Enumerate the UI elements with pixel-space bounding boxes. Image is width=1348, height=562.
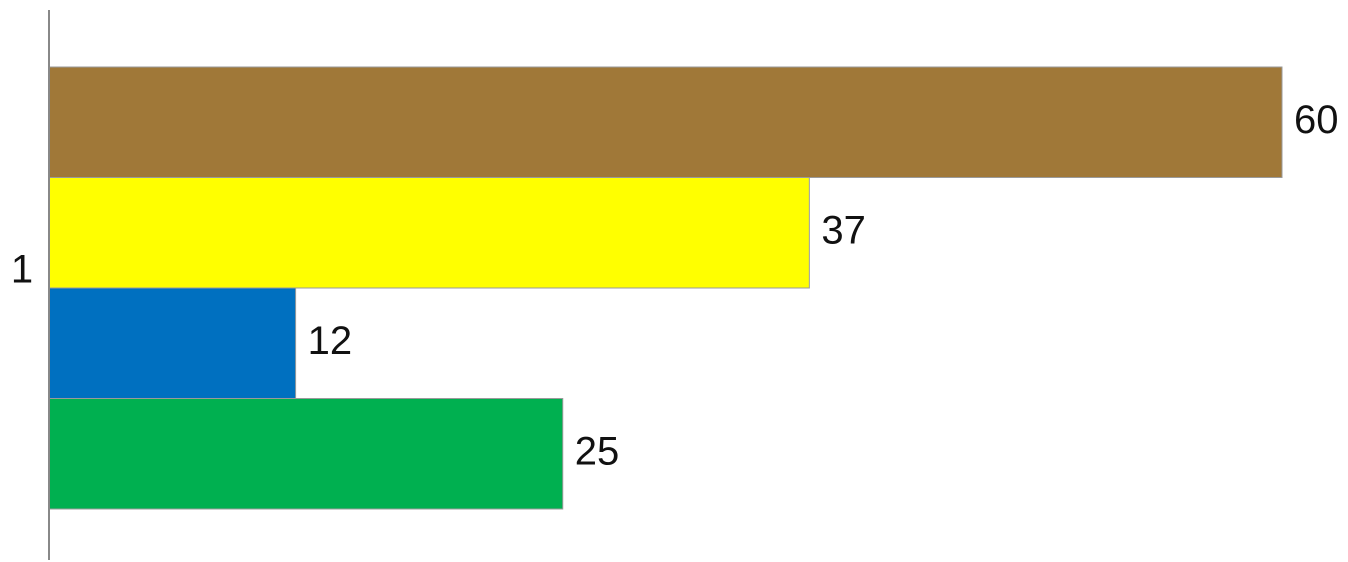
data-label-series-1: 60 xyxy=(1294,98,1339,142)
bar-series-2 xyxy=(48,177,810,289)
bar-series-3 xyxy=(48,287,297,399)
bar-series-1 xyxy=(48,66,1283,178)
bars-group xyxy=(48,66,1283,510)
value-labels-group: 60 37 12 25 xyxy=(308,98,1339,474)
data-label-series-2: 37 xyxy=(821,208,866,252)
bar-series-4 xyxy=(48,398,564,510)
data-label-series-3: 12 xyxy=(308,319,353,363)
category-tick-label: 1 xyxy=(11,248,33,292)
data-label-series-4: 25 xyxy=(575,429,620,473)
